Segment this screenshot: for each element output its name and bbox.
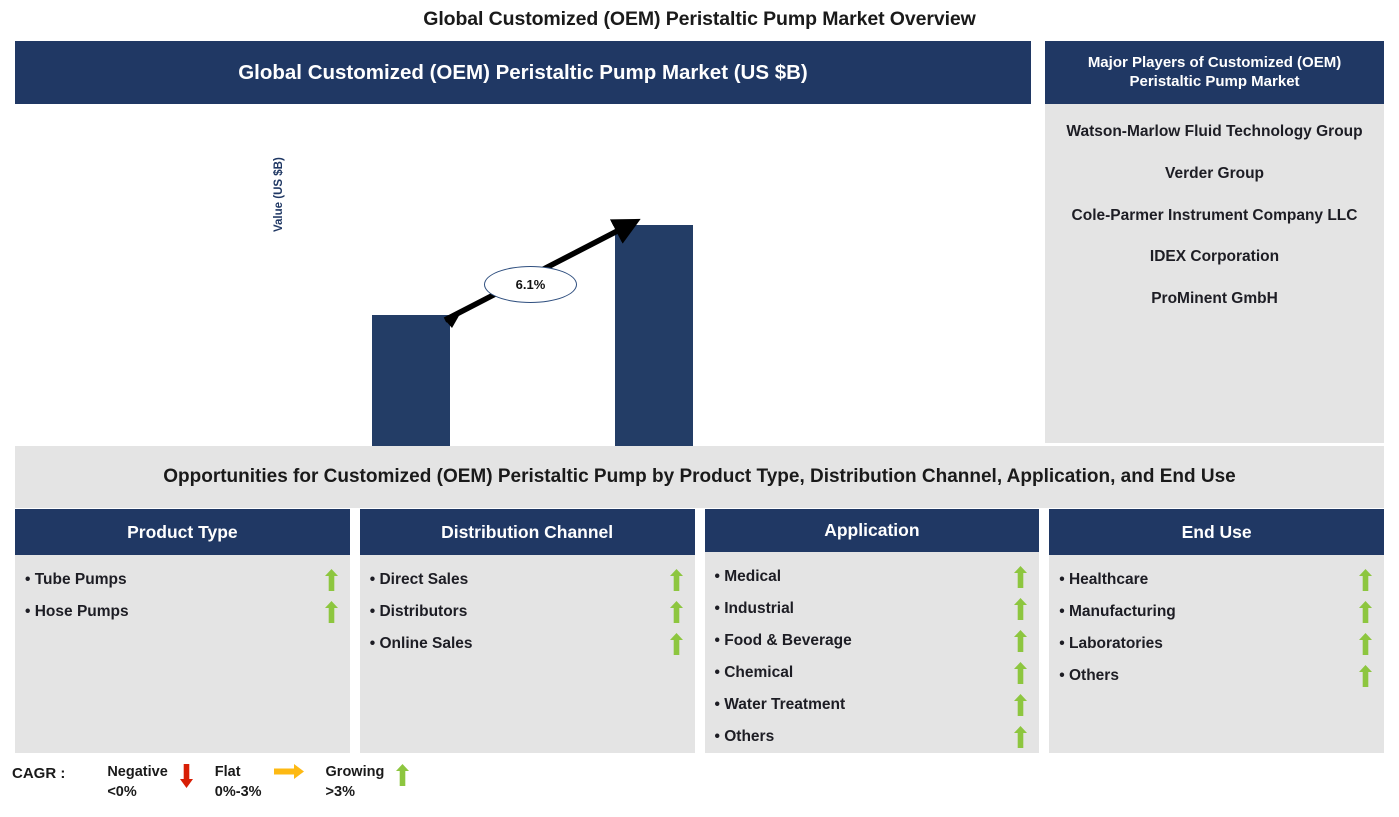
column-items: Direct Sales Distributors Online Sales: [360, 555, 695, 753]
arrow-up-icon: [1014, 630, 1028, 652]
segment-column-end-use: End Use Healthcare Manufacturing Laborat…: [1049, 509, 1384, 753]
segment-label: Tube Pumps: [25, 571, 127, 589]
list-item: Laboratories: [1059, 628, 1372, 660]
segment-label: Manufacturing: [1059, 603, 1176, 621]
list-item: Water Treatment: [715, 689, 1028, 721]
legend-range: 0%-3%: [214, 783, 262, 800]
major-players-list: Watson-Marlow Fluid Technology Group Ver…: [1045, 104, 1384, 309]
chart-panel-header: Global Customized (OEM) Peristaltic Pump…: [15, 41, 1031, 104]
legend-name: Flat: [214, 764, 241, 780]
list-item: IDEX Corporation: [1149, 248, 1280, 266]
column-items: Medical Industrial Food & Beverage Chemi…: [705, 552, 1040, 753]
list-item: Others: [715, 721, 1028, 753]
list-item: Watson-Marlow Fluid Technology Group: [1066, 123, 1363, 140]
segment-label: Healthcare: [1059, 571, 1148, 589]
list-item: Others: [1059, 660, 1372, 692]
segment-label: Distributors: [370, 603, 467, 621]
column-items: Tube Pumps Hose Pumps: [15, 555, 350, 753]
column-header: End Use: [1049, 509, 1384, 555]
segment-label: Industrial: [715, 600, 794, 618]
segment-label: Chemical: [715, 664, 793, 682]
arrow-up-icon: [1359, 569, 1372, 591]
arrow-right-icon: [273, 764, 304, 779]
list-item: Direct Sales: [370, 564, 683, 596]
segment-column-application: Application Medical Industrial Food & Be…: [704, 509, 1040, 753]
list-item: Online Sales: [370, 628, 683, 660]
segment-label: Direct Sales: [370, 571, 468, 589]
arrow-up-icon: [1359, 665, 1372, 687]
list-item: Cole-Parmer Instrument Company LLC: [1071, 206, 1358, 224]
arrow-up-icon: [324, 569, 338, 591]
legend-entry-flat: Flat 0%-3%: [215, 760, 316, 802]
list-item: Distributors: [370, 596, 683, 628]
list-item: Food & Beverage: [715, 625, 1028, 657]
arrow-down-icon-wrap: [168, 760, 205, 788]
list-item: Tube Pumps: [25, 564, 338, 596]
market-chart-panel: Global Customized (OEM) Peristaltic Pump…: [15, 41, 1031, 501]
list-item: Medical: [715, 561, 1028, 593]
opportunities-banner: Opportunities for Customized (OEM) Peris…: [15, 446, 1384, 508]
bar-2025: [372, 315, 450, 453]
list-item: Healthcare: [1059, 564, 1372, 596]
arrow-up-icon: [1014, 598, 1028, 620]
cagr-callout: 6.1%: [484, 266, 577, 303]
arrow-up-icon: [1014, 694, 1028, 716]
bar-2031: [615, 225, 693, 453]
cagr-legend: CAGR : Negative <0% Flat 0%-3%: [12, 760, 431, 810]
segment-label: Food & Beverage: [715, 632, 851, 650]
arrow-up-icon: [324, 601, 338, 623]
legend-entry-text: Growing >3%: [326, 760, 385, 802]
legend-entry-text: Negative <0%: [107, 760, 167, 802]
major-players-panel: Major Players of Customized (OEM) Perist…: [1045, 41, 1384, 443]
cagr-legend-title: CAGR :: [12, 765, 66, 782]
column-header: Application: [704, 509, 1040, 552]
segment-columns: Product Type Tube Pumps Hose Pumps Distr…: [15, 509, 1384, 753]
page-title: Global Customized (OEM) Peristaltic Pump…: [423, 8, 976, 30]
arrow-up-icon: [1014, 566, 1028, 588]
legend-range: >3%: [325, 783, 355, 800]
arrow-up-icon: [669, 601, 683, 623]
list-item: Industrial: [715, 593, 1028, 625]
arrow-down-icon: [179, 764, 193, 788]
segment-column-distribution-channel: Distribution Channel Direct Sales Distri…: [359, 509, 695, 753]
arrow-up-icon: [396, 764, 410, 786]
legend-entry-text: Flat 0%-3%: [215, 760, 262, 802]
arrow-up-icon: [1359, 601, 1372, 623]
segment-label: Laboratories: [1059, 635, 1163, 653]
segment-label: Water Treatment: [715, 696, 845, 714]
segment-column-product-type: Product Type Tube Pumps Hose Pumps: [15, 509, 350, 753]
segment-label: Medical: [715, 568, 781, 586]
arrow-up-icon: [669, 569, 683, 591]
arrow-up-icon: [669, 633, 683, 655]
list-item: Verder Group: [1164, 164, 1265, 182]
column-header: Distribution Channel: [359, 509, 695, 555]
segment-label: Others: [1059, 667, 1119, 685]
arrow-up-icon: [1014, 662, 1028, 684]
arrow-right-icon-wrap: [262, 760, 316, 779]
bar-chart: 6.1% 2025 2031: [15, 104, 1031, 477]
list-item: Hose Pumps: [25, 596, 338, 628]
cagr-value: 6.1%: [515, 277, 546, 292]
column-header: Product Type: [15, 509, 350, 555]
segment-label: Others: [715, 728, 774, 746]
legend-range: <0%: [107, 783, 137, 800]
arrow-up-icon-wrap: [384, 760, 421, 786]
column-items: Healthcare Manufacturing Laboratories Ot…: [1049, 555, 1384, 753]
list-item: Chemical: [715, 657, 1028, 689]
major-players-header: Major Players of Customized (OEM) Perist…: [1045, 41, 1384, 104]
chart-plot-area: Value (US $B) 6.1% 2025: [15, 104, 1031, 501]
legend-entry-growing: Growing >3%: [326, 760, 422, 802]
legend-name: Growing: [325, 764, 385, 780]
list-item: Manufacturing: [1059, 596, 1372, 628]
list-item: ProMinent GmbH: [1151, 290, 1278, 308]
segment-label: Hose Pumps: [25, 603, 129, 621]
segment-label: Online Sales: [370, 635, 472, 653]
legend-entry-negative: Negative <0%: [107, 760, 204, 802]
arrow-up-icon: [1359, 633, 1372, 655]
legend-name: Negative: [107, 764, 168, 780]
arrow-up-icon: [1014, 726, 1028, 748]
